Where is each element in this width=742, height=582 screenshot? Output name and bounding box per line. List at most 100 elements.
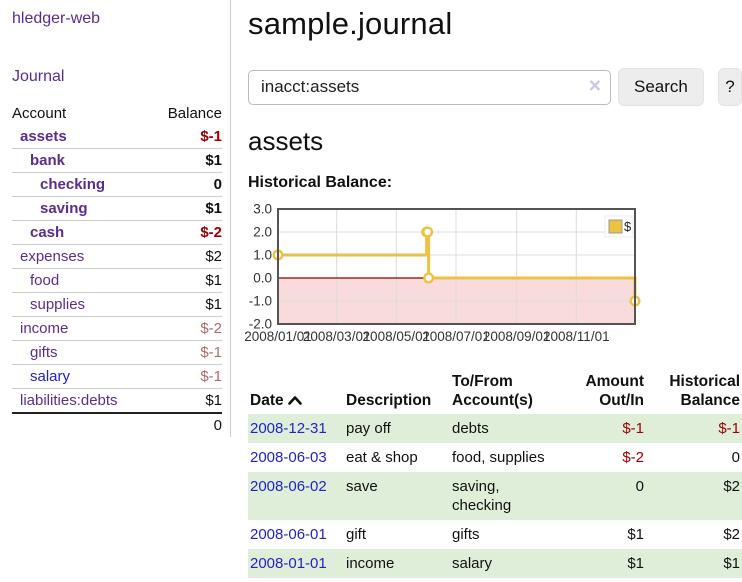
transaction-balance: $2 (723, 478, 740, 495)
account-link-bank[interactable]: bank (30, 152, 66, 169)
register-table: Date Description To/From Account(s) Amou… (248, 368, 742, 578)
transaction-accounts: gifts (452, 526, 480, 543)
account-row: income $-2 (12, 316, 222, 341)
register-row: 2008-06-03 eat & shop food, supplies $-2 0 (248, 443, 742, 472)
help-button[interactable]: ? (717, 68, 742, 106)
account-balance: $-1 (200, 368, 222, 385)
account-link-saving[interactable]: saving (40, 200, 88, 217)
y-axis-tick-label: 3.0 (253, 202, 272, 217)
chart-heading: Historical Balance: (248, 174, 393, 191)
account-link-liabilities-debts[interactable]: liabilities:debts (20, 392, 118, 409)
y-axis-tick-label: 1.0 (253, 248, 272, 263)
transaction-description: save (346, 478, 378, 495)
register-header-amount[interactable]: Amount Out/In (585, 373, 644, 409)
register-header-accounts[interactable]: To/From Account(s) (452, 373, 533, 409)
sidebar-divider (230, 0, 231, 437)
account-heading: assets (248, 126, 324, 156)
register-header-description[interactable]: Description (346, 392, 432, 409)
accounts-total-value: 0 (213, 417, 222, 434)
plot-border (277, 208, 636, 325)
y-axis-tick-label: 2.0 (253, 225, 272, 240)
account-row: cash $-2 (12, 220, 222, 245)
register-row: 2008-06-02 save saving, checking 0 $2 (248, 472, 742, 520)
transaction-balance: $-1 (718, 420, 740, 437)
account-row: bank $1 (12, 148, 222, 173)
account-link-income[interactable]: income (20, 320, 69, 337)
transaction-description: eat & shop (346, 449, 418, 466)
accounts-table: Account Balance assets $-1 bank $1 checking 0… (12, 102, 222, 437)
account-balance: $-1 (200, 344, 222, 361)
clear-search-icon[interactable]: × (588, 74, 601, 98)
account-link-checking[interactable]: checking (40, 176, 106, 193)
account-balance: $2 (205, 248, 222, 265)
transaction-date-link[interactable]: 2008-06-01 (250, 526, 327, 543)
search-bar: × Search ? (248, 68, 742, 106)
accounts-total-spacer (12, 413, 151, 437)
y-axis-tick-label: -2.0 (249, 317, 272, 332)
x-axis-tick-label: 2008/11/01 (543, 329, 610, 344)
account-balance: $1 (205, 392, 222, 409)
account-link-assets[interactable]: assets (20, 128, 67, 145)
accounts-header-balance: Balance (167, 105, 222, 122)
transaction-balance: $2 (723, 526, 740, 543)
register-row: 2008-12-31 pay off debts $-1 $-1 (248, 414, 742, 443)
account-link-expenses[interactable]: expenses (20, 248, 85, 265)
transaction-accounts: debts (452, 420, 489, 437)
sort-ascending-icon (287, 396, 302, 405)
account-balance: $1 (205, 296, 222, 313)
x-axis-tick-label: 2008/05/01 (363, 329, 431, 344)
register-row: 2008-06-01 gift gifts $1 $2 (248, 520, 742, 549)
legend-swatch-icon (608, 219, 623, 234)
app-title[interactable]: hledger-web (12, 10, 101, 27)
account-row: assets $-1 (12, 125, 222, 149)
transaction-date-link[interactable]: 2008-06-03 (250, 449, 327, 466)
account-link-cash[interactable]: cash (30, 224, 65, 241)
x-axis-tick-label: 2008/09/01 (483, 329, 551, 344)
transaction-description: gift (346, 526, 367, 543)
transaction-amount: 0 (635, 478, 644, 495)
transaction-date-link[interactable]: 2008-12-31 (250, 420, 327, 437)
transaction-date-link[interactable]: 2008-06-02 (250, 478, 327, 495)
account-row: food $1 (12, 268, 222, 293)
register-table-header: Date Description To/From Account(s) Amou… (248, 368, 742, 414)
historical-balance-chart[interactable]: $3.0 2.0 1.0 0.0 -1.0 -2.0 2008/01/01 2008/03/0… (244, 202, 742, 347)
account-row: expenses $2 (12, 244, 222, 269)
accounts-total-row: 0 (12, 413, 222, 437)
account-link-food[interactable]: food (30, 272, 60, 289)
account-balance: $1 (205, 152, 222, 169)
accounts-header-account: Account (12, 105, 67, 122)
transaction-accounts: food, supplies (452, 449, 545, 466)
account-balance: $1 (205, 272, 222, 289)
account-row: salary $-1 (12, 364, 222, 389)
transaction-balance: 0 (731, 449, 740, 466)
data-point-marker[interactable] (423, 272, 435, 284)
account-row: gifts $-1 (12, 340, 222, 365)
account-link-supplies[interactable]: supplies (30, 296, 86, 313)
data-point-marker[interactable] (422, 226, 434, 238)
transaction-amount: $-2 (622, 449, 644, 466)
transaction-amount: $1 (627, 555, 644, 572)
sidebar: hledger-web Journal Account Balance asse… (0, 0, 231, 437)
search-button[interactable]: Search (618, 68, 704, 106)
transaction-description: pay off (346, 420, 391, 437)
register-row: 2008-01-01 income salary $1 $1 (248, 549, 742, 578)
y-axis-tick-label: 0.0 (253, 271, 272, 286)
x-axis-tick-label: 2008/01/01 (244, 329, 312, 344)
account-balance: $-1 (200, 128, 222, 145)
account-link-gifts[interactable]: gifts (30, 344, 58, 361)
account-balance: $-2 (200, 224, 222, 241)
account-link-salary[interactable]: salary (30, 368, 71, 385)
transaction-date-link[interactable]: 2008-01-01 (250, 555, 327, 572)
transaction-accounts: saving, checking (452, 478, 512, 514)
account-balance: 0 (213, 176, 222, 193)
account-balance: $1 (205, 200, 222, 217)
register-header-balance[interactable]: Historical Balance (669, 373, 740, 409)
account-row: checking 0 (12, 172, 222, 197)
register-header-date[interactable]: Date (248, 368, 344, 414)
sidebar-item-journal[interactable]: Journal (12, 68, 65, 85)
transaction-accounts: salary (452, 555, 493, 572)
transaction-amount: $1 (627, 526, 644, 543)
search-box: × (248, 69, 611, 105)
account-row: liabilities:debts $1 (12, 388, 222, 414)
search-input[interactable] (248, 69, 611, 105)
